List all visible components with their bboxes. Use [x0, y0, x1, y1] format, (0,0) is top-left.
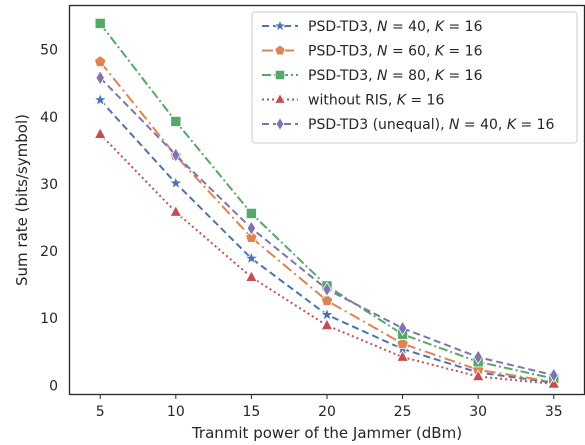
y-tick-label: 50 — [40, 43, 58, 59]
legend-box — [251, 11, 578, 144]
legend-entry-5: PSD-TD3 (unequal), N = 40, K = 16 — [262, 116, 555, 133]
data-point — [320, 294, 334, 306]
data-point — [245, 231, 258, 243]
series-4 — [93, 127, 561, 389]
data-point — [246, 220, 257, 236]
y-tick-label: 40 — [40, 110, 58, 126]
legend-label: PSD-TD3, N = 80, K = 16 — [308, 68, 483, 84]
legend-label: PSD-TD3, N = 60, K = 16 — [308, 44, 483, 60]
data-point — [396, 349, 409, 362]
legend-marker — [273, 18, 287, 32]
y-axis-ticks: 0 10 20 30 40 50 — [40, 43, 58, 395]
x-tick-label: 25 — [394, 404, 412, 420]
series-5 — [95, 70, 559, 383]
data-point — [92, 92, 108, 107]
data-point — [245, 207, 257, 219]
data-point — [396, 337, 409, 349]
x-tick-label: 35 — [545, 404, 563, 420]
legend-entry-1: PSD-TD3, N = 40, K = 16 — [262, 18, 483, 35]
y-tick-label: 0 — [49, 378, 58, 394]
legend-marker — [275, 116, 285, 132]
legend: PSD-TD3, N = 40, K = 16 PSD-TD3, N = 60, … — [251, 11, 578, 144]
data-point — [94, 55, 107, 67]
data-point — [171, 147, 181, 163]
legend-marker — [274, 69, 286, 81]
series-layer — [92, 17, 562, 389]
x-tick-label: 10 — [167, 404, 185, 420]
data-point — [168, 175, 184, 190]
data-point — [94, 17, 106, 29]
legend-label: PSD-TD3, N = 40, K = 16 — [308, 19, 483, 35]
legend-label: PSD-TD3 (unequal), N = 40, K = 16 — [308, 117, 555, 133]
x-tick-label: 30 — [469, 404, 487, 420]
data-point — [93, 127, 107, 139]
data-point — [549, 367, 559, 383]
data-point — [473, 349, 483, 365]
y-axis-label: Sum rate (bits/symbol) — [13, 114, 31, 286]
x-tick-label: 15 — [242, 404, 260, 420]
data-point — [243, 250, 259, 265]
legend-entry-4: without RIS, K = 16 — [262, 93, 444, 109]
y-tick-label: 20 — [40, 244, 58, 260]
legend-label: without RIS, K = 16 — [308, 93, 444, 109]
y-tick-label: 30 — [40, 177, 58, 193]
x-tick-label: 5 — [96, 404, 105, 420]
legend-entry-2: PSD-TD3, N = 60, K = 16 — [262, 44, 483, 60]
x-tick-label: 20 — [318, 404, 336, 420]
data-point — [169, 204, 183, 217]
data-point — [170, 115, 182, 127]
x-axis-label: Tranmit power of the Jammer (dBm) — [191, 424, 462, 442]
legend-marker — [274, 44, 286, 56]
data-point — [397, 320, 408, 336]
data-point — [322, 281, 332, 297]
data-point — [471, 369, 485, 382]
legend-entry-3: PSD-TD3, N = 80, K = 16 — [262, 68, 483, 84]
data-point — [320, 318, 334, 331]
x-axis-ticks: 5 10 15 20 25 30 35 — [96, 394, 563, 420]
data-point — [319, 307, 335, 322]
data-point — [245, 270, 258, 282]
legend-marker — [274, 92, 286, 104]
y-tick-label: 10 — [40, 311, 58, 327]
data-point — [95, 70, 105, 86]
